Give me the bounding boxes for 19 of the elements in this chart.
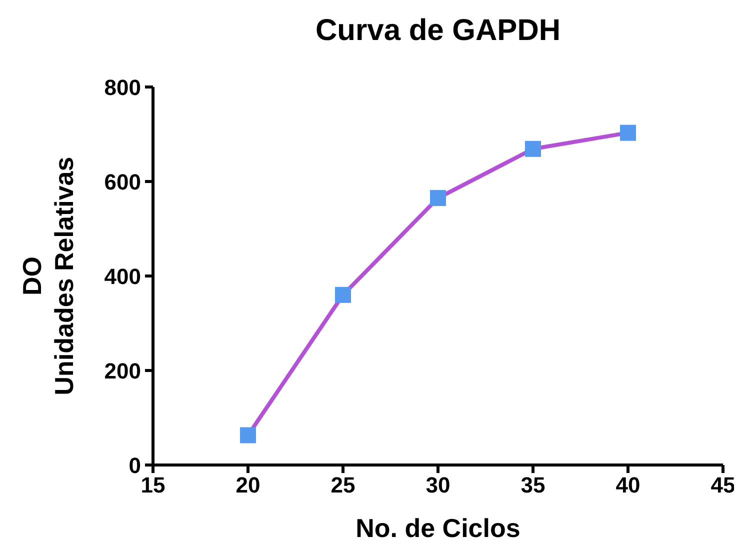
y-tick-label: 800 xyxy=(104,74,141,100)
y-tick-label: 400 xyxy=(104,264,141,289)
y-tick-label: 200 xyxy=(104,358,141,384)
x-tick-label: 15 xyxy=(140,472,166,498)
x-tick-label: 35 xyxy=(520,472,546,498)
point xyxy=(430,190,446,206)
point xyxy=(335,286,351,303)
point xyxy=(620,124,636,141)
chart-title: Curva de GAPDH xyxy=(314,14,562,48)
point xyxy=(240,427,256,444)
y-tick-label: 600 xyxy=(104,169,141,194)
x-tick-label: 40 xyxy=(616,472,640,498)
x-tick-label: 20 xyxy=(236,472,260,498)
x-axis-title: No. de Ciclos xyxy=(356,513,520,543)
point xyxy=(525,140,541,157)
x-tick-label: 30 xyxy=(426,472,450,498)
y-tick-label: 0 xyxy=(128,452,141,478)
x-tick-label: 25 xyxy=(330,472,356,498)
y-axis-title: DO Unidades Relativas xyxy=(17,156,79,396)
